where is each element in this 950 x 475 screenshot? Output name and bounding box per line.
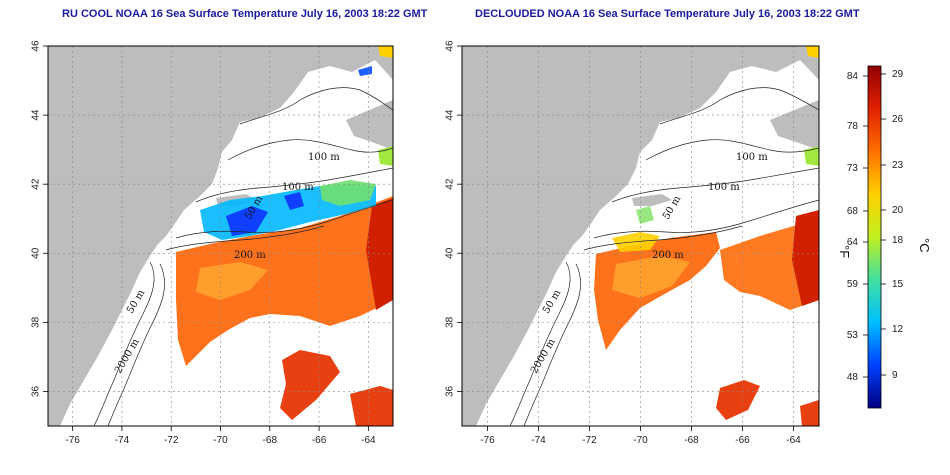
lat-tick-label: 40 bbox=[31, 247, 42, 259]
lon-tick-label: -70 bbox=[633, 435, 648, 446]
lon-tick-label: -72 bbox=[164, 435, 179, 446]
lon-tick-label: -66 bbox=[735, 435, 750, 446]
contour-label-100m: 100 m bbox=[736, 152, 768, 163]
sst-warm-region bbox=[176, 196, 393, 366]
celsius-tick-label: 15 bbox=[892, 279, 904, 290]
fahrenheit-tick-label: 64 bbox=[847, 237, 859, 248]
fahrenheit-unit-label: °F bbox=[837, 245, 852, 258]
bathymetry-contours bbox=[509, 87, 819, 426]
gridlines bbox=[462, 45, 819, 426]
lat-tick-label: 40 bbox=[445, 247, 456, 259]
lon-tick-label: -70 bbox=[213, 435, 228, 446]
lat-tick-label: 42 bbox=[31, 178, 42, 190]
celsius-unit-label: °C bbox=[917, 238, 932, 253]
lat-tick-label: 44 bbox=[445, 109, 456, 121]
lon-tick-label: -64 bbox=[361, 435, 376, 446]
colorbar-scale bbox=[867, 65, 882, 409]
lon-tick-label: -74 bbox=[115, 435, 130, 446]
land-mass bbox=[48, 46, 393, 426]
lon-tick-label: -76 bbox=[65, 435, 80, 446]
panel-left-title: RU COOL NOAA 16 Sea Surface Temperature … bbox=[62, 8, 428, 20]
contour-label-100m: 100 m bbox=[282, 182, 314, 193]
fahrenheit-tick-label: 48 bbox=[847, 372, 859, 383]
lat-tick-label: 46 bbox=[31, 40, 42, 52]
contour-label-100m: 100 m bbox=[308, 152, 340, 163]
fahrenheit-tick-label: 59 bbox=[847, 279, 859, 290]
lat-tick-label: 44 bbox=[31, 109, 42, 121]
map-panel-left: 100 m 100 m 50 m 200 m 50 m 2000 m -76 -7… bbox=[31, 40, 394, 446]
fahrenheit-tick-label: 68 bbox=[847, 206, 859, 217]
lon-tick-label: -64 bbox=[786, 435, 801, 446]
celsius-tick-label: 23 bbox=[892, 160, 904, 171]
contour-label-100m: 100 m bbox=[708, 182, 740, 193]
panel-right-title: DECLOUDED NOAA 16 Sea Surface Temperatur… bbox=[475, 8, 860, 20]
lon-tick-label: -72 bbox=[582, 435, 597, 446]
lat-tick-label: 46 bbox=[445, 40, 456, 52]
contour-label-200m: 200 m bbox=[652, 250, 684, 261]
lon-tick-label: -76 bbox=[480, 435, 495, 446]
lon-tick-label: -66 bbox=[312, 435, 327, 446]
celsius-tick-label: 9 bbox=[892, 370, 898, 381]
lat-tick-label: 36 bbox=[31, 385, 42, 397]
celsius-tick-label: 26 bbox=[892, 114, 904, 125]
lon-tick-label: -68 bbox=[684, 435, 699, 446]
map-panel-right: 100 m 100 m 50 m 200 m 50 m 2000 m -76 -7… bbox=[445, 40, 820, 446]
lat-tick-label: 38 bbox=[31, 316, 42, 328]
celsius-tick-label: 29 bbox=[892, 69, 904, 80]
lon-tick-label: -74 bbox=[531, 435, 546, 446]
gridlines bbox=[48, 45, 393, 426]
fahrenheit-tick-label: 78 bbox=[847, 121, 859, 132]
lat-tick-label: 42 bbox=[445, 178, 456, 190]
contour-label-200m: 200 m bbox=[234, 250, 266, 261]
fahrenheit-tick-label: 84 bbox=[847, 71, 859, 82]
lat-tick-label: 36 bbox=[445, 385, 456, 397]
lat-tick-label: 38 bbox=[445, 316, 456, 328]
bathymetry-contours bbox=[93, 87, 393, 426]
fahrenheit-tick-label: 53 bbox=[847, 330, 859, 341]
celsius-tick-label: 20 bbox=[892, 205, 904, 216]
celsius-tick-label: 12 bbox=[892, 324, 904, 335]
fahrenheit-tick-label: 73 bbox=[847, 163, 859, 174]
celsius-tick-label: 18 bbox=[892, 235, 904, 246]
lon-tick-label: -68 bbox=[263, 435, 278, 446]
colorbar: 84 78 73 68 64 59 53 48 29 26 23 20 18 15 12 9 °F °C bbox=[837, 65, 932, 409]
